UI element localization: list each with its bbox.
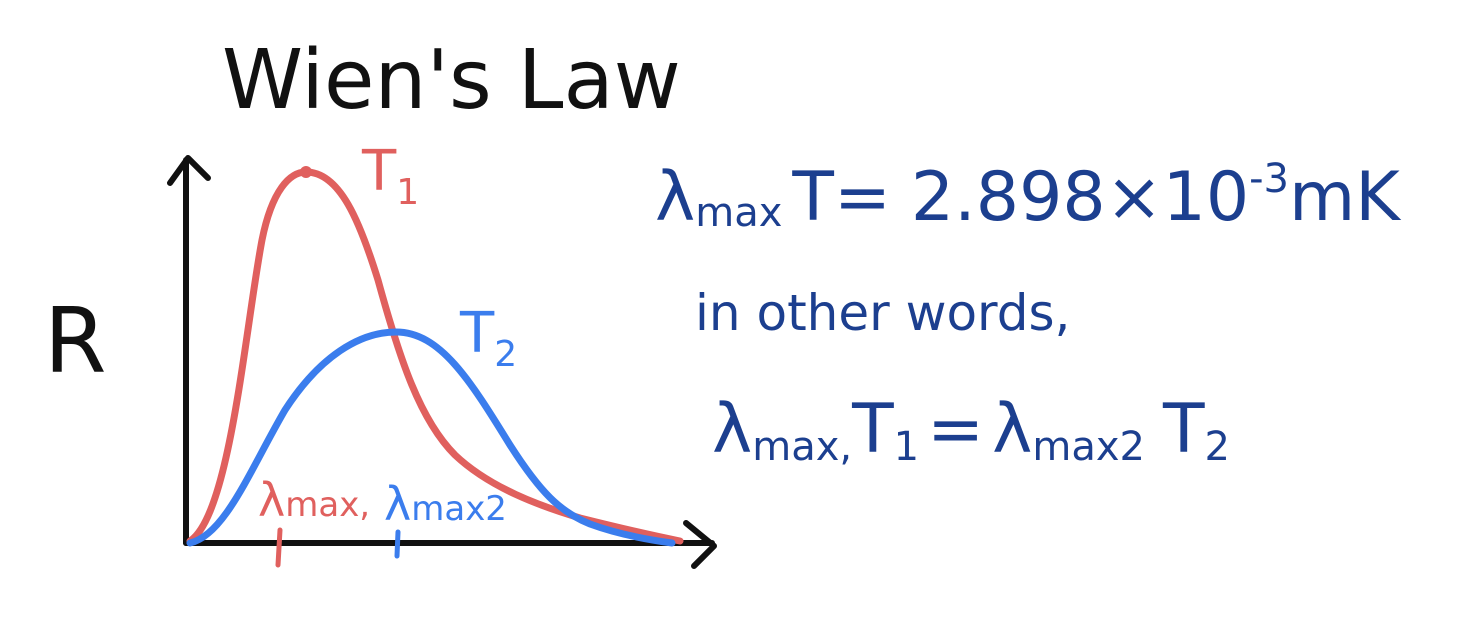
curve-t2-label: T2 (459, 301, 517, 375)
tick-label-lambda-max2: λmax2 (384, 477, 507, 531)
curve-t1-label: T1 (361, 139, 419, 213)
wien-equation: λmax T= 2.898×10-3mK (655, 156, 1402, 237)
tick-lambda-max1 (275, 527, 283, 568)
curve-t2 (186, 328, 676, 547)
wien-relation: λmax,T1 = λmax2 T2 (712, 390, 1230, 470)
x-axis-arrowhead (683, 520, 717, 569)
tick-label-lambda-max1: λmax, (258, 473, 370, 527)
note-text: in other words, (695, 284, 1070, 342)
tick-lambda-max2 (394, 529, 401, 559)
y-axis-label: R (44, 289, 107, 394)
diagram-title: Wien's Law (222, 33, 681, 128)
curve-t1-peak-dot (300, 166, 312, 178)
axes (167, 155, 717, 569)
y-axis-arrowhead (167, 155, 211, 186)
x-ticks (275, 527, 401, 568)
